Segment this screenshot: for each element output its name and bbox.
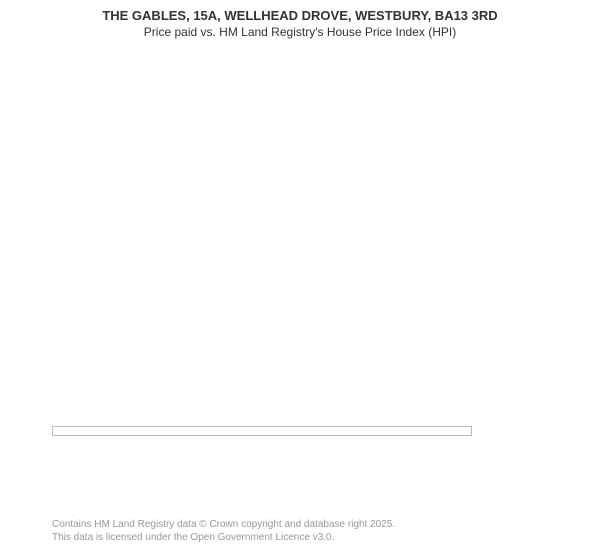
legend-box (52, 426, 472, 436)
footer-line1: Contains HM Land Registry data © Crown c… (52, 518, 395, 531)
chart-title-line2: Price paid vs. HM Land Registry's House … (10, 25, 590, 39)
footer-line2: This data is licensed under the Open Gov… (52, 531, 395, 544)
chart-title-line1: THE GABLES, 15A, WELLHEAD DROVE, WESTBUR… (10, 8, 590, 23)
chart-area (52, 48, 580, 386)
chart-svg (52, 48, 580, 386)
footer-attribution: Contains HM Land Registry data © Crown c… (52, 518, 395, 544)
chart-title-block: THE GABLES, 15A, WELLHEAD DROVE, WESTBUR… (0, 0, 600, 43)
